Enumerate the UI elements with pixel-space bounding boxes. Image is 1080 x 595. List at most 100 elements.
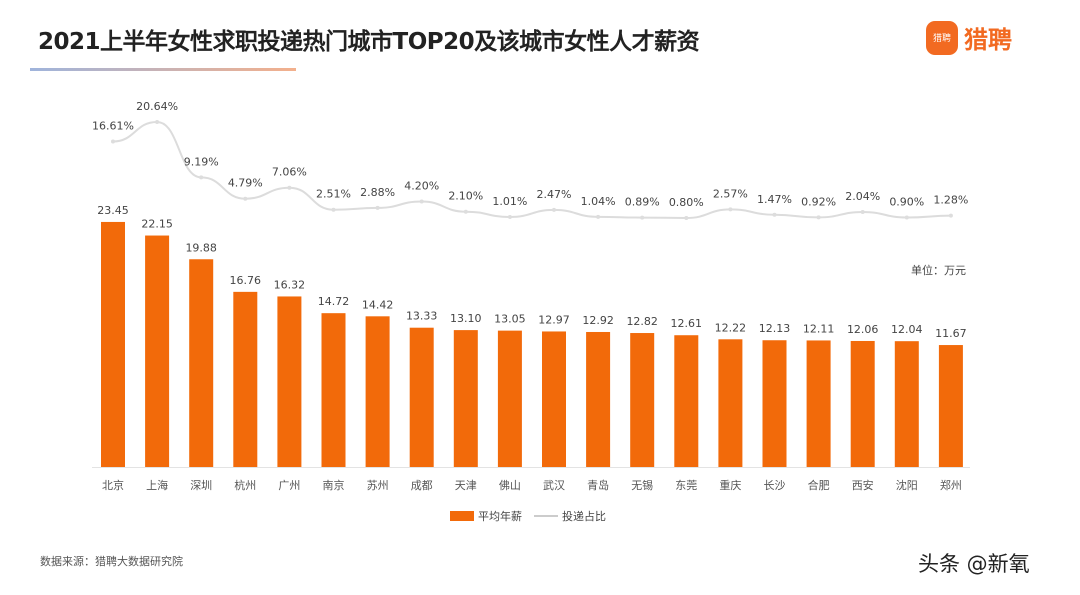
bar (674, 335, 699, 467)
line-value-label: 4.20% (404, 180, 439, 193)
line-point (287, 185, 292, 190)
bar-value-label: 12.04 (891, 323, 923, 336)
line-point (243, 196, 248, 201)
line-value-label: 2.10% (448, 190, 483, 203)
x-tick-label: 深圳 (190, 479, 212, 492)
unit-label: 单位：万元 (911, 263, 966, 277)
legend-bar-swatch (450, 511, 474, 521)
line-point (772, 212, 777, 217)
bar (806, 340, 831, 467)
line-point (860, 209, 865, 214)
bar-value-label: 12.11 (803, 322, 835, 335)
x-tick-label: 天津 (455, 479, 477, 492)
legend-bar-label: 平均年薪 (478, 509, 522, 523)
title-underline (30, 68, 296, 71)
line-value-label: 1.28% (933, 194, 968, 207)
bar (409, 327, 434, 467)
bar (277, 296, 302, 467)
line-point (640, 215, 645, 220)
line-value-label: 9.19% (184, 155, 219, 168)
data-source: 数据来源：猎聘大数据研究院 (40, 555, 183, 568)
x-tick-label: 重庆 (719, 478, 741, 492)
bar-value-label: 22.15 (141, 218, 173, 231)
line-point (507, 214, 512, 219)
line-value-label: 2.88% (360, 186, 395, 199)
bar (365, 316, 390, 467)
bar (189, 259, 214, 467)
bar (497, 330, 522, 467)
x-tick-label: 西安 (852, 478, 874, 492)
bar-value-label: 12.13 (759, 322, 791, 335)
bar (850, 340, 875, 467)
x-tick-label: 北京 (102, 478, 124, 492)
line-point (596, 214, 601, 219)
bar-value-label: 13.10 (450, 312, 482, 325)
line-value-label: 4.79% (228, 177, 263, 190)
liepin-logo-icon: 猎聘 (926, 20, 958, 55)
bar-value-label: 14.72 (318, 295, 350, 308)
line-value-label: 0.90% (889, 196, 924, 209)
line-value-label: 2.57% (713, 187, 748, 200)
line-value-label: 7.06% (272, 166, 307, 179)
line-value-label: 1.47% (757, 193, 792, 206)
line-value-label: 2.51% (316, 188, 351, 201)
line-point (816, 215, 821, 220)
brand-name: 猎聘 (964, 26, 1012, 54)
bar (453, 330, 478, 467)
bar (321, 313, 346, 467)
line-point (111, 139, 115, 144)
watermark: 头条 @新氧 (918, 552, 1030, 576)
bar (101, 221, 125, 467)
bar (630, 333, 655, 467)
bar-value-label: 16.32 (274, 278, 306, 291)
line-point (684, 216, 689, 220)
x-tick-label: 长沙 (764, 479, 786, 492)
line-point (904, 215, 909, 220)
bar-value-label: 12.06 (847, 323, 879, 336)
bar (542, 331, 566, 467)
bar-value-label: 19.88 (185, 241, 217, 254)
x-tick-label: 青岛 (587, 478, 609, 492)
bar-value-label: 13.05 (494, 313, 526, 326)
bar (586, 331, 611, 467)
line-point (948, 213, 953, 218)
x-tick-label: 上海 (146, 478, 168, 492)
x-tick-label: 广州 (278, 479, 300, 492)
chart-title: 2021上半年女性求职投递热门城市TOP20及该城市女性人才薪资 (38, 29, 700, 55)
line-value-label: 0.80% (669, 196, 704, 209)
bar-value-label: 12.22 (715, 321, 747, 334)
x-tick-label: 沈阳 (896, 478, 918, 492)
bar (762, 340, 787, 467)
line-value-label: 0.89% (625, 196, 660, 209)
bar (718, 339, 743, 467)
x-tick-label: 武汉 (543, 479, 565, 492)
line-point (375, 205, 380, 210)
bar-value-label: 11.67 (935, 327, 967, 340)
line-point (463, 209, 468, 214)
x-tick-label: 郑州 (940, 478, 962, 492)
bar-value-label: 12.82 (626, 315, 658, 328)
legend-line-label: 投递占比 (562, 509, 606, 523)
bar-value-label: 14.42 (362, 298, 394, 311)
bar-value-label: 13.33 (406, 310, 438, 323)
line-point (552, 207, 556, 212)
line-point (419, 199, 424, 204)
x-tick-label: 杭州 (234, 478, 256, 492)
brand-logo: 猎聘 猎聘 (926, 20, 1012, 55)
line-point (331, 207, 336, 212)
bar-value-label: 16.76 (230, 274, 262, 287)
x-tick-label: 南京 (323, 478, 345, 492)
bar-value-label: 12.97 (538, 313, 570, 326)
line-point (155, 119, 160, 124)
bar-value-label: 23.45 (97, 204, 129, 217)
bar (894, 341, 919, 467)
x-tick-label: 东莞 (675, 479, 697, 492)
x-tick-label: 无锡 (631, 478, 653, 492)
line-value-label: 2.47% (537, 188, 572, 201)
bar (233, 291, 258, 467)
line-value-label: 1.04% (581, 195, 616, 208)
x-tick-label: 成都 (411, 479, 433, 492)
bar-value-label: 12.92 (582, 314, 614, 327)
